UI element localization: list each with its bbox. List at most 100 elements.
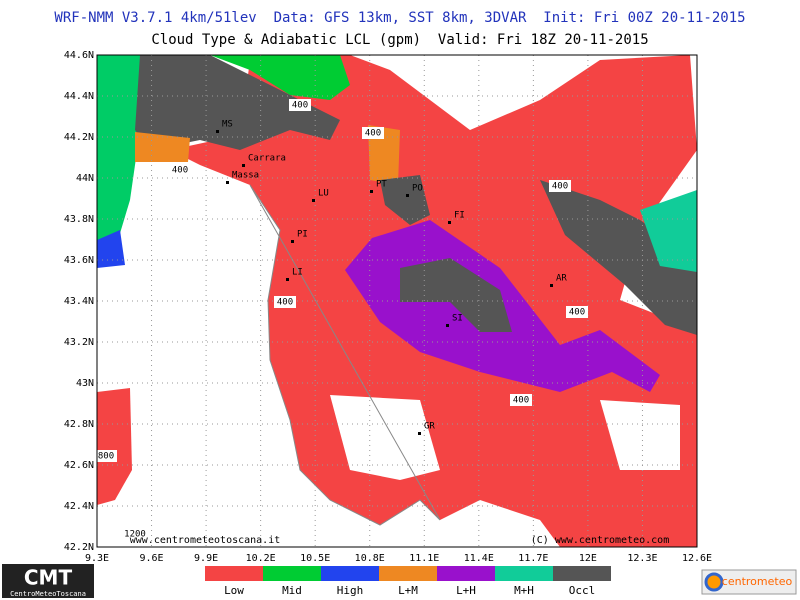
occl-inner (400, 258, 512, 332)
legend-swatch (263, 566, 321, 581)
legend-label: L+M (398, 584, 418, 597)
city-label: PO (412, 184, 423, 194)
contour-label-bg (510, 394, 532, 406)
city-label: LU (318, 189, 329, 199)
lon-label: 12.6E (682, 553, 712, 564)
occl-north (135, 55, 340, 150)
map-frame (96, 54, 698, 548)
grid: 9.3E 9.6E 9.9E 10.2E 10.5E 10.8E 11.1E 11.4E 11.… (64, 50, 712, 564)
legend-swatch (379, 566, 437, 581)
legend-swatch (205, 566, 263, 581)
legend-swatch (321, 566, 379, 581)
legend: Low Mid High L+M L+H M+H Occl (205, 566, 611, 597)
city-label: AR (556, 274, 567, 284)
lat-label: 43N (76, 378, 94, 389)
city-dot (226, 181, 229, 184)
city-dot (216, 130, 219, 133)
city-dot (242, 164, 245, 167)
occl-east (540, 180, 697, 335)
lat-label: 42.2N (64, 542, 94, 553)
legend-label: Low (224, 584, 244, 597)
city-label: Massa (232, 171, 259, 181)
lon-label: 9.6E (139, 553, 163, 564)
lat-label: 42.4N (64, 501, 94, 512)
city-dot (418, 432, 421, 435)
city-label: Carrara (248, 154, 286, 164)
city-dot (406, 194, 409, 197)
logo-right-icon (704, 572, 724, 592)
logo-left-sub: CentroMeteoToscana (10, 590, 86, 598)
lon-label: 9.3E (85, 553, 109, 564)
legend-label: Occl (569, 584, 596, 597)
credit: (C) www.centrometeo.com (531, 535, 669, 546)
city-label: PT (376, 180, 387, 190)
lon-label: 10.2E (246, 553, 276, 564)
legend-label: Mid (282, 584, 302, 597)
logo-right: centrometeo (701, 569, 797, 595)
city-dot (550, 284, 553, 287)
legend-label: High (337, 584, 364, 597)
legend-label: M+H (514, 584, 534, 597)
lon-label: 12E (579, 553, 597, 564)
contour-label: 800 (98, 452, 114, 462)
contour-label: 400 (513, 396, 529, 406)
lon-label: 9.9E (194, 553, 218, 564)
contour-label: 400 (277, 298, 293, 308)
lon-label: 11.4E (464, 553, 494, 564)
contour-label-bg (566, 306, 588, 318)
lon-label: 10.5E (300, 553, 330, 564)
city-label: PI (297, 230, 308, 240)
lon-label: 11.1E (409, 553, 439, 564)
legend-swatch (495, 566, 553, 581)
lat-label: 42.8N (64, 419, 94, 430)
lat-label: 43.4N (64, 296, 94, 307)
city-label: GR (424, 422, 435, 432)
mh-east (640, 190, 697, 272)
contour-label: 400 (569, 308, 585, 318)
occl-center (380, 175, 430, 225)
clear-patch-2 (600, 400, 680, 470)
contour-label-bg (169, 164, 191, 176)
legend-label: L+H (456, 584, 476, 597)
city-dot (448, 221, 451, 224)
contour-label-bg (274, 296, 296, 308)
city-label: FI (454, 211, 465, 221)
lon-label: 11.7E (518, 553, 548, 564)
lat-label: 42.6N (64, 460, 94, 471)
lat-label: 43.8N (64, 214, 94, 225)
contour-label-bg (362, 127, 384, 139)
legend-swatch (437, 566, 495, 581)
lat-label: 44N (76, 173, 94, 184)
city-dot (370, 190, 373, 193)
city-dot (446, 324, 449, 327)
coast (249, 184, 441, 526)
contour-label: 400 (172, 166, 188, 176)
contour-label-bg (124, 528, 146, 540)
city-dot (291, 240, 294, 243)
city-label: SI (452, 314, 463, 324)
lat-label: 44.2N (64, 132, 94, 143)
contour-label-bg (549, 180, 571, 192)
lm-area-2 (368, 125, 400, 185)
city-dot (312, 199, 315, 202)
credit: www.centrometeotoscana.it (130, 535, 281, 546)
low-cloud-corsica (97, 388, 132, 505)
city-dot (286, 278, 289, 281)
clear-patch-1 (330, 395, 440, 480)
mid-cloud-north (210, 55, 350, 100)
contour-label: 1200 (124, 530, 146, 540)
lat-label: 43.6N (64, 255, 94, 266)
city-label: LI (292, 268, 303, 278)
contour-label-bg (95, 450, 117, 462)
header-line2: Cloud Type & Adiabatic LCL (gpm) Valid: … (151, 32, 648, 48)
contour-label: 400 (365, 129, 381, 139)
contour-label: 400 (552, 182, 568, 192)
lat-label: 43.2N (64, 337, 94, 348)
lat-label: 44.6N (64, 50, 94, 61)
logo-right-text: centrometeo (722, 575, 793, 588)
lm-area-1 (135, 132, 190, 162)
legend-swatch (553, 566, 611, 581)
high-edge (97, 230, 125, 268)
lon-label: 12.3E (627, 553, 657, 564)
logo-left-bg (2, 564, 94, 598)
